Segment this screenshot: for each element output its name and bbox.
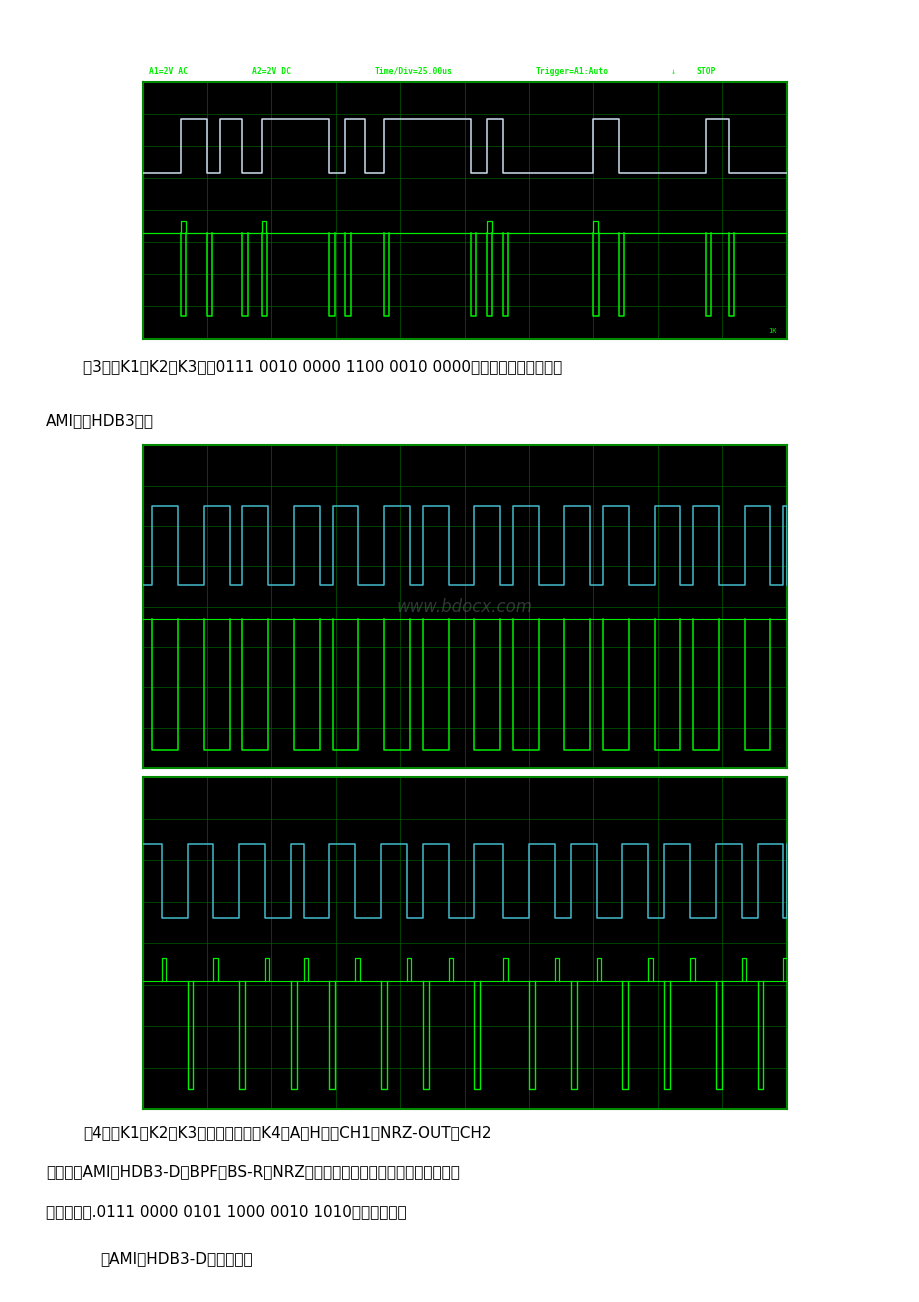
Text: STOP: STOP [696, 66, 715, 76]
Text: www.bdocx.com: www.bdocx.com [396, 598, 532, 616]
Text: （AMI）HDB3-D码的波形：: （AMI）HDB3-D码的波形： [100, 1251, 252, 1267]
Text: （4）将K1、K2、K3置于任意状态，K4置A或H端，CH1接NRZ-OUT，CH2: （4）将K1、K2、K3置于任意状态，K4置A或H端，CH1接NRZ-OUT，C… [84, 1125, 492, 1139]
Text: 1K: 1K [767, 328, 777, 333]
Text: A1=2V AC: A1=2V AC [149, 66, 187, 76]
Text: Time/Div=25.00us: Time/Div=25.00us [374, 66, 452, 76]
Text: ↓: ↓ [670, 66, 675, 76]
Text: （3）将K1、K2、K3置于0111 0010 0000 1100 0010 0000态，观察并记录对应的: （3）将K1、K2、K3置于0111 0010 0000 1100 0010 0… [84, 358, 562, 374]
Text: Trigger=A1:Auto: Trigger=A1:Auto [535, 66, 607, 76]
Text: 当输入码为.0111 0000 0101 1000 0010 1010时输出波形：: 当输入码为.0111 0000 0101 1000 0010 1010时输出波形… [46, 1204, 406, 1219]
Text: 分别接（AMI）HDB3-D、BPF、BS-R和NRZ，观察这些信号波形。观察时应注意：: 分别接（AMI）HDB3-D、BPF、BS-R和NRZ，观察这些信号波形。观察时… [46, 1164, 460, 1180]
Text: AMI码和HDB3码。: AMI码和HDB3码。 [46, 414, 153, 428]
Text: A2=2V DC: A2=2V DC [252, 66, 290, 76]
